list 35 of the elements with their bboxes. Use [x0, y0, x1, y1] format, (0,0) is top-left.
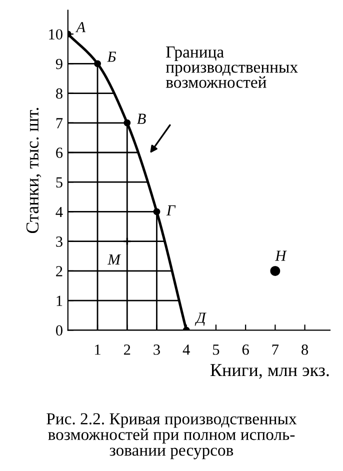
- x-tick-label: 2: [124, 344, 130, 355]
- y-tick-label: 1: [56, 296, 62, 306]
- y-axis-title: Станки, тыс. шт.: [26, 108, 42, 234]
- x-tick-label: 6: [242, 344, 249, 355]
- y-tick-label: 7: [56, 118, 63, 128]
- annotation: Н: [275, 250, 287, 261]
- y-tick-label: 9: [56, 58, 62, 70]
- annotation: В: [137, 114, 146, 124]
- x-tick-label: 5: [213, 344, 220, 355]
- y-tick-label: 0: [56, 325, 62, 336]
- text: Рис. 2.2. Кривая производственных возможностей при полном исполь- зовании ресурсов: [46, 413, 297, 460]
- annotation: Г: [166, 205, 176, 216]
- x-tick-label: 4: [182, 344, 190, 355]
- annotation: Граница производственных возможностей: [166, 46, 298, 88]
- x-axis-title: Книги, млн экз.: [210, 364, 329, 379]
- annotation: Д: [194, 312, 206, 326]
- point: [94, 60, 101, 68]
- y-tick-label: 2: [56, 266, 62, 276]
- point: [153, 208, 160, 216]
- annotation: М: [108, 254, 122, 264]
- x-tick-label: 7: [272, 344, 279, 355]
- y-tick-label: 3: [56, 236, 62, 247]
- annotation: A: [75, 22, 86, 32]
- x-tick-label: 8: [302, 344, 308, 355]
- y-tick-label: 6: [56, 148, 63, 158]
- point: [270, 266, 280, 276]
- x-tick-label: 1: [95, 344, 100, 355]
- y-tick-label: 8: [56, 88, 62, 99]
- y-tick-label: 5: [56, 177, 62, 188]
- annotation: Б: [107, 52, 116, 62]
- point: [122, 237, 132, 246]
- y-tick-label: 4: [56, 206, 63, 218]
- x-tick-label: 3: [154, 344, 160, 355]
- y-tick-label: 10: [49, 29, 62, 40]
- point: [124, 119, 131, 126]
